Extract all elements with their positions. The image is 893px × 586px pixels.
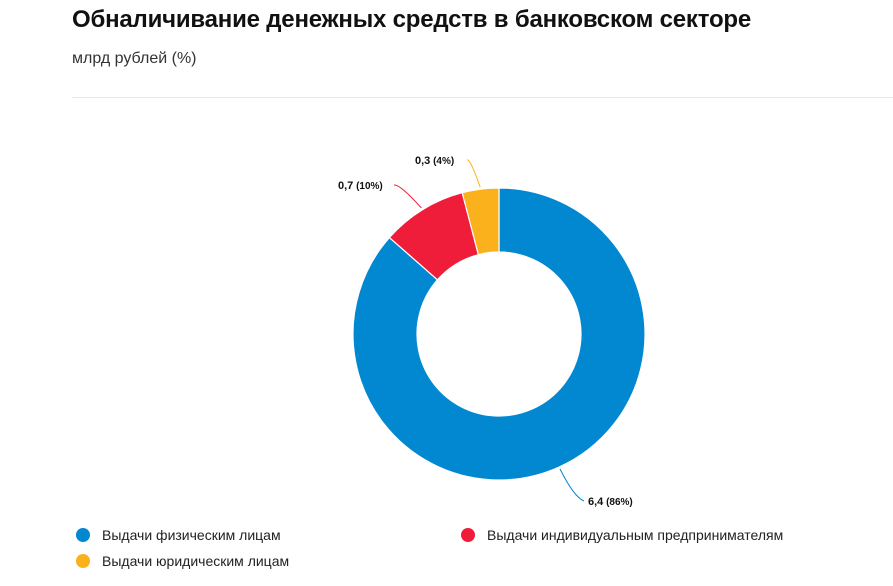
data-label-legal-entities: 0,3 (4%)	[415, 155, 454, 167]
data-label-value: 0,3	[415, 155, 430, 167]
data-label-percent: (10%)	[353, 181, 382, 192]
data-label-entrepreneurs: 0,7 (10%)	[338, 180, 383, 192]
legend-label: Выдачи физическим лицам	[102, 527, 281, 543]
slice-individuals[interactable]	[352, 187, 646, 481]
leader-line	[559, 468, 585, 502]
leader-line	[466, 159, 481, 188]
data-label-value: 0,7	[338, 180, 353, 192]
legend-item-individuals[interactable]: Выдачи физическим лицам	[76, 527, 281, 543]
data-label-value: 6,4	[588, 496, 604, 508]
data-label-percent: (86%)	[603, 497, 632, 508]
data-label-percent: (4%)	[430, 156, 454, 167]
legend-dot-icon	[76, 554, 90, 568]
chart-subtitle: млрд рублей (%)	[72, 50, 197, 67]
slice-legal-entities[interactable]	[461, 187, 500, 256]
legend-item-entrepreneurs[interactable]: Выдачи индивидуальным предпринимателям	[461, 527, 783, 543]
legend-label: Выдачи индивидуальным предпринимателям	[487, 527, 784, 543]
legend-dot-icon	[461, 528, 475, 542]
divider	[72, 97, 893, 98]
legend-label: Выдачи юридическим лицам	[102, 553, 290, 569]
leader-line	[393, 184, 422, 209]
legend-item-legal-entities[interactable]: Выдачи юридическим лицам	[76, 553, 289, 569]
data-label-individuals: 6,4 (86%)	[588, 496, 633, 508]
legend-dot-icon	[76, 528, 90, 542]
chart-title: Обналичивание денежных средств в банковс…	[72, 6, 752, 33]
